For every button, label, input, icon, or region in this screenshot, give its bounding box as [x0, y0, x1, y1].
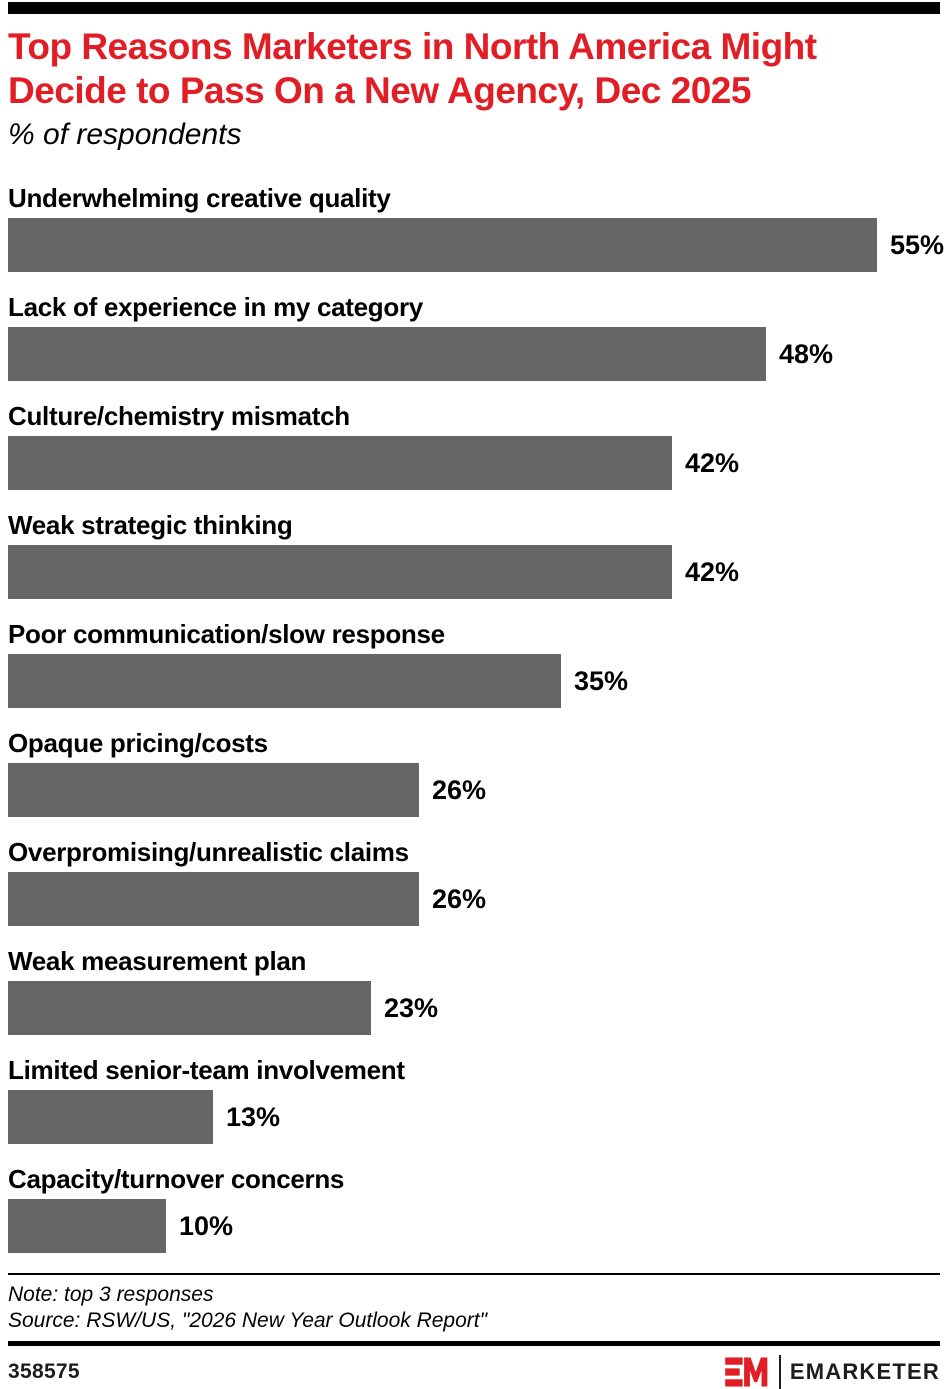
bar	[8, 1090, 213, 1145]
bar-row: Weak measurement plan 23%	[8, 946, 940, 1036]
chart-source: Source: RSW/US, "2026 New Year Outlook R…	[8, 1309, 488, 1333]
bar-row: Underwhelming creative quality 55%	[8, 183, 944, 273]
chart-title: Top Reasons Marketers in North America M…	[8, 26, 817, 112]
chart-subtitle: % of respondents	[8, 117, 242, 151]
bar-row-label: Opaque pricing/costs	[8, 728, 268, 759]
bar-value: 42%	[685, 447, 740, 478]
bar-row: Lack of experience in my category 48%	[8, 292, 940, 382]
bar	[8, 654, 561, 709]
bar-row-label: Capacity/turnover concerns	[8, 1164, 345, 1195]
bar	[8, 327, 766, 382]
bar-row-label: Culture/chemistry mismatch	[8, 401, 350, 432]
bar	[8, 436, 672, 491]
bar-row: Overpromising/unrealistic claims 26%	[8, 837, 940, 927]
note-divider	[8, 1273, 940, 1276]
bar-row-label: Limited senior-team involvement	[8, 1055, 405, 1086]
bar-value: 55%	[890, 229, 945, 260]
bar-value: 13%	[226, 1101, 281, 1132]
bar-chart: Underwhelming creative quality 55% Lack …	[8, 183, 944, 1254]
bar-value: 23%	[384, 992, 439, 1023]
bar	[8, 872, 419, 927]
bar	[8, 1199, 166, 1254]
footer-divider	[8, 1341, 940, 1347]
bar-row-label: Poor communication/slow response	[8, 619, 445, 650]
footer-row: 358575 EMARKETER	[8, 1355, 940, 1389]
bar-row: Poor communication/slow response 35%	[8, 619, 940, 709]
bar-row: Opaque pricing/costs 26%	[8, 728, 940, 818]
bar	[8, 545, 672, 600]
bar-value: 48%	[779, 338, 834, 369]
bar-value: 42%	[685, 556, 740, 587]
bar-row: Capacity/turnover concerns 10%	[8, 1164, 940, 1254]
bar-row: Limited senior-team involvement 13%	[8, 1055, 940, 1145]
emarketer-logo: EMARKETER	[725, 1355, 940, 1389]
chart-id: 358575	[8, 1360, 80, 1384]
bar-value: 26%	[432, 883, 487, 914]
bar-row-label: Weak strategic thinking	[8, 510, 293, 541]
bar-row-label: Weak measurement plan	[8, 946, 307, 977]
bar	[8, 981, 371, 1036]
bar-row: Weak strategic thinking 42%	[8, 510, 940, 600]
bar-row-label: Overpromising/unrealistic claims	[8, 837, 409, 868]
bar-row-label: Underwhelming creative quality	[8, 183, 391, 214]
top-accent-bar	[8, 2, 940, 14]
bar-value: 10%	[179, 1210, 234, 1241]
emarketer-wordmark: EMARKETER	[789, 1359, 940, 1385]
bar-value: 26%	[432, 774, 487, 805]
bar-value: 35%	[574, 665, 629, 696]
bar-row-label: Lack of experience in my category	[8, 292, 423, 323]
bar-row: Culture/chemistry mismatch 42%	[8, 401, 940, 491]
logo-divider-bar	[778, 1355, 781, 1389]
bar	[8, 218, 877, 273]
emarketer-logo-icon	[725, 1357, 768, 1387]
chart-note: Note: top 3 responses	[8, 1283, 214, 1307]
bar	[8, 763, 419, 818]
